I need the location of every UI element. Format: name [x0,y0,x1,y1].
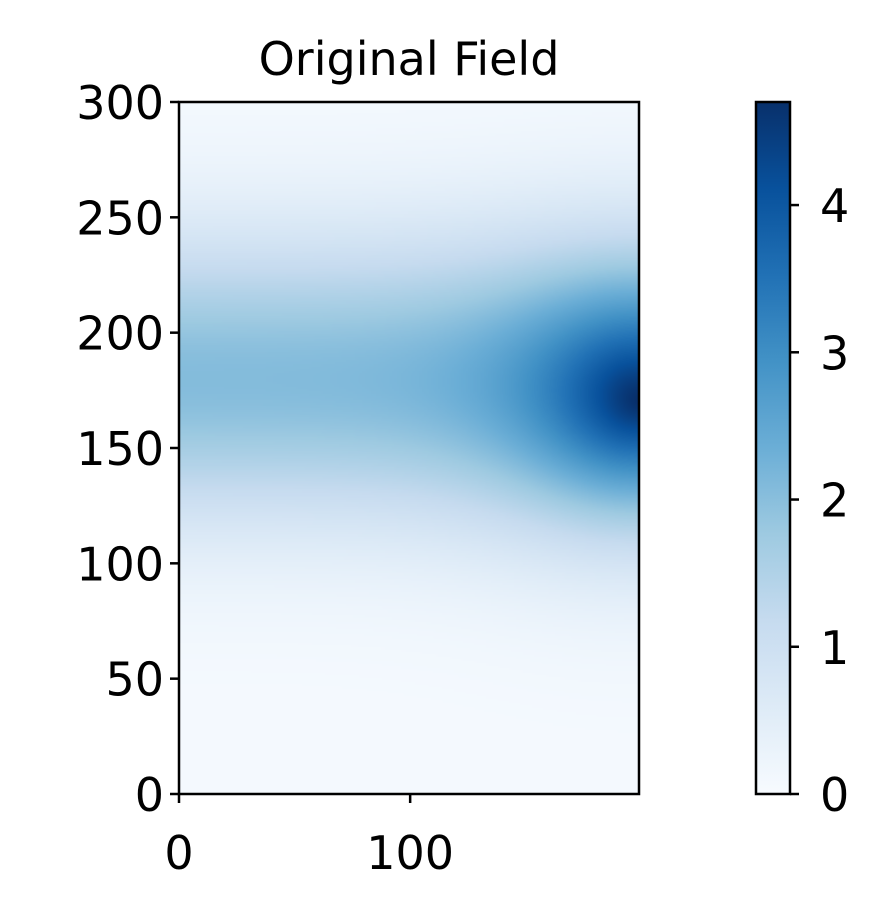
chart-title: Original Field [259,32,560,86]
colorbar-tick-label: 4 [820,179,849,233]
colorbar-gradient [754,100,792,796]
colorbar-tick-label: 1 [820,621,849,675]
y-tick-label: 150 [76,422,164,476]
colorbar-tick-label: 3 [820,326,849,380]
y-tick-label: 50 [105,653,164,707]
y-tick-label: 250 [76,191,164,245]
colorbar-tick-label: 2 [820,474,849,528]
colorbar: 0 1 2 3 4 [754,100,849,822]
y-axis: 0 50 100 150 200 250 300 [76,76,179,822]
heatmap-area [177,100,641,796]
y-tick-label: 100 [76,537,164,591]
y-tick-label: 0 [135,768,164,822]
x-axis: 0 100 [164,794,454,880]
y-tick-label: 200 [76,307,164,361]
x-tick-label: 0 [164,826,193,880]
colorbar-tick-label: 0 [820,768,849,822]
heatmap-image [179,102,639,794]
x-tick-label: 100 [366,826,454,880]
y-tick-label: 300 [76,76,164,130]
colorbar-ticks: 0 1 2 3 4 [790,179,849,822]
